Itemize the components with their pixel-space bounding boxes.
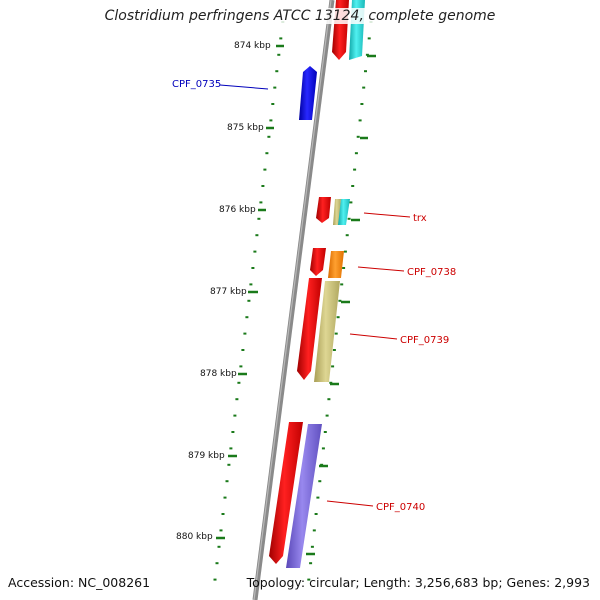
gene-feature-cpf-0735[interactable]	[299, 66, 317, 120]
gene-feature-red-0738[interactable]	[310, 248, 326, 276]
kbp-label: 879 kbp	[188, 451, 225, 461]
kbp-label: 877 kbp	[210, 287, 247, 297]
gene-feature-red-trx-left[interactable]	[316, 197, 331, 223]
gene-label-trx[interactable]: trx	[413, 213, 427, 224]
leader-line-cpf-0738	[357, 266, 405, 272]
left-tick-track	[213, 21, 285, 581]
backbone-highlight	[253, 0, 332, 600]
gene-feature-cpf-0740[interactable]	[286, 424, 322, 568]
gene-feature-red-0739[interactable]	[297, 278, 322, 380]
leader-line-cpf-0739	[349, 333, 398, 340]
gene-label-cpf-0739[interactable]: CPF_0739	[400, 335, 449, 346]
leader-line-cpf-0740	[326, 500, 374, 507]
gene-feature-cpf-0739[interactable]	[314, 281, 340, 382]
genome-backbone	[252, 0, 335, 600]
gene-features	[269, 0, 365, 568]
gene-label-cpf-0740[interactable]: CPF_0740	[376, 502, 425, 513]
kbp-label: 878 kbp	[200, 369, 237, 379]
kbp-ticks	[216, 44, 376, 556]
map-title: Clostridium perfringens ATCC 13124, comp…	[102, 8, 498, 24]
gene-feature-red-0740[interactable]	[269, 422, 303, 564]
gene-feature-cpf-0738[interactable]	[328, 251, 344, 278]
accession-text: Accession: NC_008261	[8, 575, 151, 590]
kbp-label: 874 kbp	[234, 41, 271, 51]
kbp-label: 876 kbp	[219, 205, 256, 215]
gene-label-cpf-0735[interactable]: CPF_0735	[172, 79, 221, 90]
gene-label-cpf-0738[interactable]: CPF_0738	[407, 267, 456, 278]
gene-feature-trx[interactable]	[338, 199, 350, 225]
genome-summary-text: Topology: circular; Length: 3,256,683 bp…	[246, 575, 590, 590]
kbp-label: 875 kbp	[227, 123, 264, 133]
leader-line-cpf-0735	[219, 84, 269, 90]
kbp-label: 880 kbp	[176, 532, 213, 542]
leader-line-trx	[363, 212, 411, 218]
